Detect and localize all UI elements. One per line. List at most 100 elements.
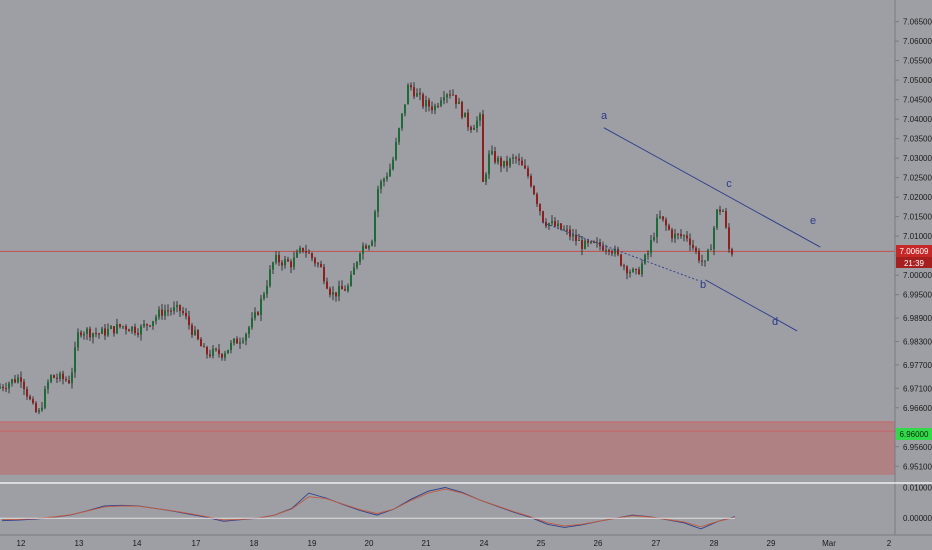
- candle-body: [527, 168, 529, 176]
- candle-body: [221, 354, 223, 358]
- candle-body: [113, 326, 115, 334]
- time-tick-label: 18: [250, 539, 259, 548]
- price-tick-label: 6.97100: [903, 384, 932, 393]
- trendline-lower-channel[interactable]: [705, 279, 798, 332]
- candle-body: [335, 292, 337, 297]
- candle-body: [11, 379, 13, 384]
- time-axis[interactable]: 12 13 14 17 18 19 20 21 24 25 26 27 28 29 Mar 2: [17, 539, 892, 548]
- candle-body: [539, 204, 541, 212]
- candle-body: [668, 225, 670, 230]
- candle-body: [50, 375, 52, 382]
- candlestick-series: [0, 82, 733, 415]
- candle-body: [575, 234, 577, 241]
- candle-body: [644, 254, 646, 264]
- candle-body: [68, 380, 70, 384]
- candle-body: [635, 268, 637, 270]
- candle-body: [494, 151, 496, 163]
- candle-body: [497, 157, 499, 163]
- candle-body: [470, 127, 472, 130]
- candle-body: [614, 248, 616, 254]
- time-tick-label: 27: [652, 539, 661, 548]
- candle-body: [551, 221, 553, 224]
- candle-body: [215, 348, 217, 350]
- candle-body: [293, 257, 295, 268]
- candle-body: [377, 188, 379, 212]
- candle-body: [47, 381, 49, 389]
- candle-body: [20, 377, 22, 382]
- time-tick-label: 2: [887, 539, 892, 548]
- candle-body: [707, 249, 709, 261]
- candle-body: [560, 223, 562, 230]
- candle-body: [161, 309, 163, 316]
- candle-body: [578, 239, 580, 241]
- candle-body: [8, 383, 10, 389]
- candle-body: [665, 219, 667, 226]
- candle-body: [137, 332, 139, 335]
- candle-body: [425, 100, 427, 107]
- candle-body: [491, 151, 493, 154]
- candle-body: [338, 285, 340, 297]
- candle-body: [692, 244, 694, 248]
- candle-body: [197, 330, 199, 340]
- candle-body: [398, 128, 400, 143]
- candle-body: [365, 245, 367, 249]
- candle-body: [650, 239, 652, 253]
- candle-body: [203, 346, 205, 348]
- candle-body: [557, 223, 559, 227]
- candle-body: [566, 229, 568, 231]
- candle-body: [611, 251, 613, 254]
- candle-body: [350, 274, 352, 286]
- price-tick-label: 7.02000: [903, 193, 932, 202]
- wave-label-e: e: [810, 215, 816, 227]
- candle-body: [95, 333, 97, 335]
- candle-body: [173, 307, 175, 312]
- candle-body: [341, 285, 343, 290]
- candle-body: [686, 235, 688, 239]
- candle-body: [467, 112, 469, 128]
- candle-body: [713, 227, 715, 250]
- oscillator-tick-label: 0.00000: [903, 514, 932, 523]
- candle-body: [23, 381, 25, 390]
- candle-body: [164, 310, 166, 316]
- trendline-upper-channel[interactable]: [603, 127, 821, 248]
- candle-body: [146, 324, 148, 326]
- candle-body: [107, 328, 109, 336]
- candle-body: [194, 330, 196, 335]
- candle-body: [716, 209, 718, 228]
- candle-body: [455, 94, 457, 104]
- candle-body: [320, 263, 322, 268]
- candle-body: [290, 261, 292, 268]
- candle-body: [704, 260, 706, 262]
- candle-body: [329, 288, 331, 295]
- candle-body: [647, 252, 649, 255]
- candle-body: [446, 94, 448, 98]
- candle-body: [131, 326, 133, 332]
- price-tick-label: 6.98300: [903, 337, 932, 346]
- candle-body: [512, 157, 514, 159]
- wave-label-a: a: [601, 110, 608, 122]
- candle-body: [44, 388, 46, 408]
- candle-body: [662, 216, 664, 220]
- candle-body: [86, 328, 88, 334]
- countdown-tag: 21:39: [904, 259, 925, 268]
- wave-label-b: b: [700, 279, 706, 291]
- candle-body: [368, 245, 370, 249]
- candle-body: [185, 312, 187, 317]
- candle-body: [536, 194, 538, 205]
- candle-body: [710, 249, 712, 251]
- demand-zone: [0, 421, 895, 475]
- zone-price-tag-bg: [896, 428, 932, 440]
- candle-body: [29, 396, 31, 400]
- candle-body: [437, 105, 439, 107]
- candle-body: [722, 210, 724, 212]
- candle-body: [677, 233, 679, 235]
- candle-body: [224, 353, 226, 358]
- candle-body: [134, 326, 136, 333]
- candle-body: [326, 281, 328, 289]
- candle-body: [593, 241, 595, 243]
- price-tick-label: 7.05000: [903, 76, 932, 85]
- candle-body: [518, 158, 520, 161]
- candle-body: [125, 326, 127, 330]
- candle-body: [212, 348, 214, 357]
